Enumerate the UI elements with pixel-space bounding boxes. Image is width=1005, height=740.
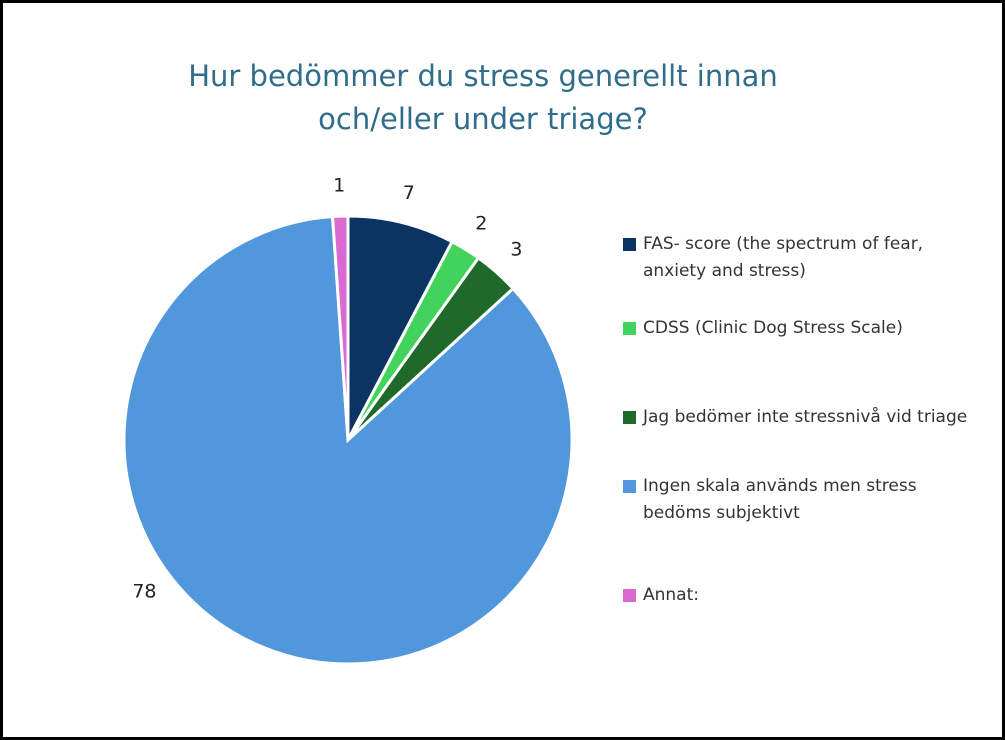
data-label: 78	[132, 580, 156, 602]
legend-label: CDSS (Clinic Dog Stress Scale)	[643, 318, 903, 338]
pie-slice	[346, 214, 455, 441]
legend-label: Ingen skala används men stress bedöms su…	[643, 476, 917, 523]
legend-label: FAS- score (the spectrum of fear, anxiet…	[643, 234, 924, 281]
legend-label: Annat:	[643, 585, 699, 605]
data-label: 1	[333, 175, 345, 197]
pie-plot: 7 2 3 78 1	[122, 175, 574, 666]
legend-item: Annat:	[623, 582, 983, 609]
legend-swatch	[623, 480, 636, 493]
legend-item: Ingen skala används men stress bedöms su…	[623, 473, 983, 527]
pie-slice	[122, 214, 574, 666]
legend-item: CDSS (Clinic Dog Stress Scale)	[623, 315, 983, 342]
data-label: 7	[403, 182, 415, 204]
pie-slice	[330, 214, 350, 441]
legend-swatch	[623, 411, 636, 424]
data-label: 2	[475, 212, 487, 234]
legend-swatch	[623, 589, 636, 602]
legend-swatch	[623, 322, 636, 335]
legend-item: FAS- score (the spectrum of fear, anxiet…	[623, 231, 983, 285]
legend-swatch	[623, 238, 636, 251]
data-label: 3	[510, 238, 522, 260]
legend-item: Jag bedömer inte stressnivå vid triage	[623, 404, 983, 431]
chart-title: Hur bedömmer du stress generellt innan o…	[188, 59, 778, 136]
legend-label: Jag bedömer inte stressnivå vid triage	[643, 407, 968, 427]
